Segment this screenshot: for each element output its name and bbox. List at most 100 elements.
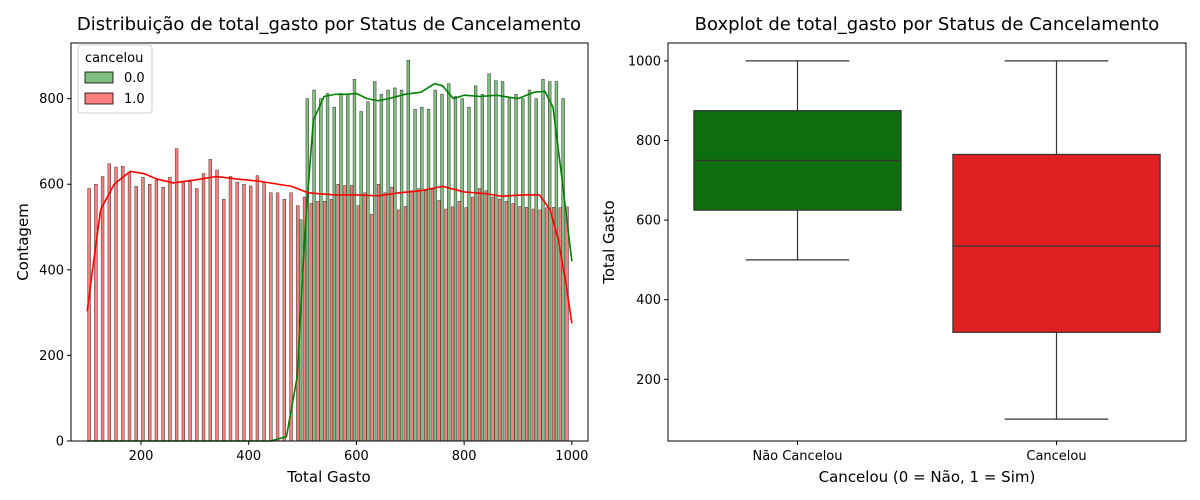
- bar-series-1-62: [504, 201, 509, 442]
- kde-line-1: [86, 170, 573, 324]
- bar-series-0-57: [473, 85, 478, 442]
- bar-series-1-23: [242, 183, 246, 442]
- bar-series-1-68: [545, 207, 549, 442]
- bar-series-1-59: [484, 190, 488, 442]
- bar-series-0-66: [534, 98, 538, 442]
- bar-series-1-22: [235, 181, 239, 442]
- bar-series-1-36: [329, 198, 334, 442]
- bar-series-0-33: [312, 89, 316, 442]
- bar-series-1-44: [383, 192, 387, 442]
- bar-series-0-67: [541, 79, 545, 442]
- bar-series-1-39: [349, 185, 354, 442]
- bar-series-0-60: [494, 80, 498, 442]
- bar-series-0-55: [460, 98, 464, 442]
- y-tick-label: 600: [636, 214, 661, 229]
- bar-series-0-62: [507, 98, 511, 442]
- bar-series-1-12: [168, 177, 172, 442]
- y-tick-label: 800: [39, 92, 64, 107]
- y-tick-label: 800: [636, 134, 661, 149]
- bar-series-1-27: [269, 192, 273, 442]
- legend-swatch-0: [84, 71, 114, 84]
- boxplot-title: Boxplot de total_gasto por Status de Can…: [695, 14, 1160, 35]
- category-tick-label: Cancelou: [1026, 449, 1086, 464]
- histogram-chart: Distribuição de total_gasto por Status d…: [14, 14, 589, 486]
- bar-series-0-36: [332, 106, 336, 442]
- boxplot-x-label: Cancelou (0 = Não, 1 = Sim): [819, 468, 1036, 486]
- y-tick-label: 400: [636, 293, 661, 308]
- bar-series-1-47: [403, 206, 408, 442]
- bar-series-0-52: [440, 94, 444, 442]
- bar-series-1-15: [188, 181, 192, 442]
- bar-series-0-54: [453, 96, 458, 442]
- legend: cancelou 0.0 1.0: [77, 44, 153, 114]
- bar-series-1-38: [343, 185, 347, 442]
- boxplot-y-label: Total Gasto: [600, 200, 618, 285]
- bar-series-1-3: [107, 163, 111, 442]
- bar-series-0-64: [521, 98, 525, 442]
- bar-series-0-41: [366, 101, 370, 442]
- bar-series-1-56: [464, 207, 468, 442]
- histogram-x-ticks: 200 400 600 800 1000: [129, 441, 588, 464]
- boxplot-axes-frame: [667, 42, 1187, 442]
- bar-series-1-55: [457, 201, 462, 442]
- legend-swatch-1: [84, 92, 114, 105]
- bar-series-1-61: [498, 198, 502, 442]
- bar-series-1-0: [87, 188, 91, 442]
- bar-series-0-53: [447, 83, 451, 442]
- legend-label-0: 0.0: [124, 71, 145, 86]
- bar-series-1-54: [450, 206, 455, 442]
- bar-series-0-37: [339, 93, 343, 442]
- bar-series-1-51: [430, 189, 435, 442]
- bar-series-1-4: [114, 166, 118, 442]
- bar-series-0-59: [487, 73, 491, 442]
- bar-series-1-46: [397, 209, 401, 442]
- bar-series-1-24: [249, 185, 253, 442]
- histogram-y-ticks: 0 200 400 600 800: [39, 92, 71, 450]
- histogram-axes-frame: [70, 42, 589, 442]
- bar-series-0-58: [480, 94, 485, 442]
- bar-series-1-19: [215, 169, 219, 442]
- bar-series-1-18: [208, 159, 212, 442]
- y-tick-label: 600: [39, 178, 64, 193]
- bar-series-1-2: [100, 176, 105, 442]
- bar-series-1-69: [551, 207, 556, 442]
- bar-series-1-43: [376, 183, 381, 442]
- y-tick-label: 200: [636, 373, 661, 388]
- bar-series-1-60: [491, 196, 495, 442]
- bar-series-0-65: [527, 89, 532, 442]
- bar-series-0-34: [319, 98, 323, 442]
- bar-series-1-5: [121, 166, 125, 442]
- series-1-bars: [87, 148, 569, 442]
- x-tick-label: 800: [452, 449, 477, 464]
- bar-series-1-37: [336, 183, 340, 442]
- bar-series-0-49: [420, 106, 424, 442]
- bar-series-1-53: [444, 208, 448, 442]
- bar-series-1-31: [296, 205, 300, 442]
- y-tick-label: 1000: [628, 54, 661, 69]
- bar-series-1-14: [181, 181, 186, 442]
- bar-series-1-16: [195, 188, 199, 442]
- kde-line-0: [87, 82, 573, 442]
- bar-series-0-32: [305, 98, 310, 442]
- histogram-x-label: Total Gasto: [286, 468, 371, 486]
- bar-series-1-11: [161, 186, 165, 442]
- bar-series-1-67: [538, 209, 542, 442]
- bar-series-1-48: [410, 190, 414, 442]
- bar-series-0-43: [379, 94, 384, 442]
- bar-series-1-63: [511, 203, 515, 442]
- legend-label-1: 1.0: [124, 92, 145, 107]
- bar-series-1-49: [417, 188, 421, 442]
- boxplot-x-ticks: Não Cancelou Cancelou: [752, 441, 1087, 464]
- bar-series-1-58: [477, 188, 482, 442]
- kde-curves: [86, 82, 573, 442]
- bar-series-1-29: [282, 198, 287, 442]
- x-tick-label: 1000: [555, 449, 588, 464]
- bar-series-1-21: [228, 176, 233, 442]
- bar-series-1-33: [309, 203, 313, 442]
- histogram-title: Distribuição de total_gasto por Status d…: [77, 14, 581, 35]
- y-tick-label: 200: [39, 349, 64, 364]
- bar-series-1-71: [565, 206, 569, 442]
- bar-series-1-13: [174, 148, 179, 442]
- bar-series-0-45: [393, 87, 397, 442]
